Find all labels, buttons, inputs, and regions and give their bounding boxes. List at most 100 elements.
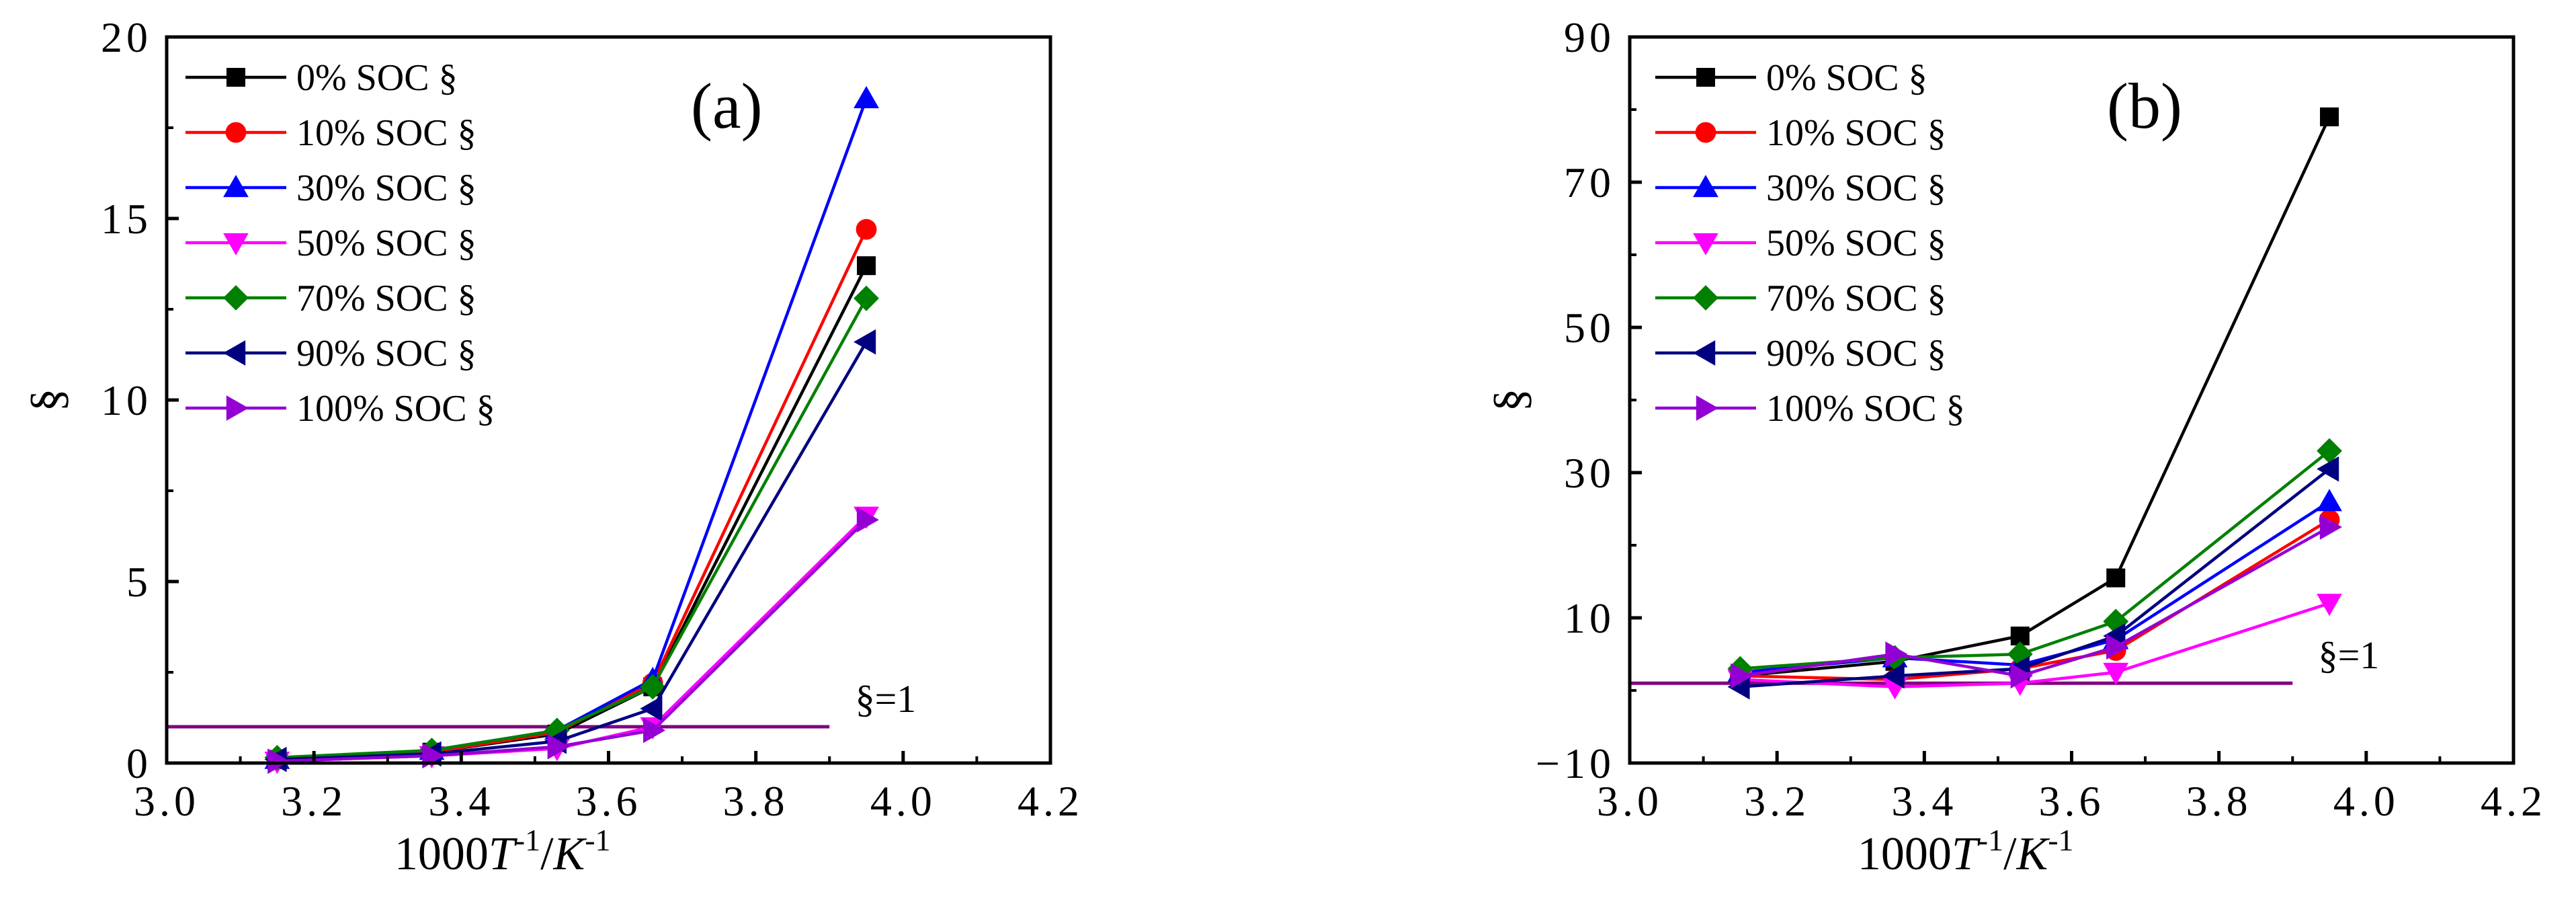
legend-label: 100% SOC § [296,388,495,430]
x-tick-label: 4.2 [1017,777,1083,825]
series-3 [1727,489,2342,682]
series-4 [264,506,879,774]
legend-item: 100% SOC § [1655,388,1965,430]
x-axis-title-part: -1 [515,823,540,857]
series-line [1740,602,2330,688]
legend: 0% SOC § 10% SOC § 30% SOC § 50% SOC § 70% S… [1655,57,1965,430]
legend-item: 70% SOC § [185,278,476,319]
legend-item: 90% SOC § [1655,333,1946,374]
x-axis-title-part: -1 [585,823,610,857]
legend-marker [223,175,249,198]
x-axis-title: 1000T-1/K-1 [1858,823,2074,880]
data-point [640,674,666,700]
legend-label: 30% SOC § [296,167,476,209]
x-tick-label: 3.0 [1597,777,1663,825]
series-line [1740,500,2331,674]
chart-panel-a: §=13.0 3.2 3.4 3.6 3.8 4.0 4.205101520§1000T-1… [22,13,1083,880]
x-tick-label: 4.0 [2333,777,2399,825]
x-tick-label: 4.2 [2481,777,2546,825]
legend-item: 50% SOC § [185,223,476,264]
y-tick-label: 10 [1564,594,1615,642]
data-point [2317,438,2342,464]
y-tick-label: 50 [1564,304,1615,352]
legend-item: 70% SOC § [1655,278,1946,319]
legend-label: 0% SOC § [296,57,458,99]
x-tick-label: 3.4 [428,777,494,825]
legend-item: 30% SOC § [185,167,476,209]
data-point [2106,634,2129,660]
series-6 [1727,456,2339,700]
data-point [854,329,876,355]
y-tick-label: 15 [101,195,152,243]
x-tick-label: 3.8 [723,777,789,825]
legend-marker [226,395,249,421]
x-tick-label: 3.8 [2186,777,2252,825]
legend-label: 100% SOC § [1766,388,1965,430]
x-tick-label: 3.0 [134,777,200,825]
x-tick-label: 3.6 [2039,777,2105,825]
data-point [856,218,877,240]
y-tick-label: 5 [126,558,152,606]
series-line [1740,518,2331,682]
legend-marker [1695,122,1716,143]
legend-item: 10% SOC § [185,112,476,154]
x-tick-label: 3.2 [281,777,347,825]
series-7 [1731,514,2342,689]
x-axis-title-part: 1000 [1858,828,1952,880]
y-tick-label: 0 [126,740,152,787]
legend-marker [223,340,246,366]
legend-marker [1693,285,1718,311]
legend-item: 30% SOC § [1655,167,1946,209]
legend-item: 0% SOC § [185,57,458,99]
legend-item: 50% SOC § [1655,223,1946,264]
y-tick-label: −10 [1536,740,1615,787]
legend-label: 70% SOC § [1766,278,1946,319]
legend-label: 30% SOC § [1766,167,1946,209]
x-tick-label: 3.2 [1744,777,1810,825]
legend-label: 70% SOC § [296,278,476,319]
data-point [2106,568,2126,588]
x-axis-title-part: K [2016,828,2050,880]
legend-item: 0% SOC § [1655,57,1927,99]
y-tick-label: 20 [101,13,152,61]
data-point [547,733,570,760]
legend-marker [225,122,247,143]
y-tick-label: 10 [101,376,152,424]
legend-marker [1696,68,1715,87]
x-axis-title-part: T [489,828,518,880]
legend-marker [1693,175,1718,198]
y-tick-label: 90 [1564,13,1615,61]
legend-marker [223,233,249,255]
series-5 [1727,438,2342,682]
legend: 0% SOC § 10% SOC § 30% SOC § 50% SOC § 70% S… [185,57,495,430]
y-tick-label: 70 [1564,159,1615,206]
data-point [1882,663,1905,689]
data-point [2320,107,2339,126]
legend-marker [1693,233,1718,255]
legend-marker [1696,395,1718,421]
y-axis-title: § [22,389,73,412]
x-axis-title-part: -1 [1978,823,2003,857]
y-axis-title: § [1485,389,1536,412]
legend-label: 50% SOC § [296,223,476,264]
data-point [1885,641,1908,667]
legend-marker [223,285,249,311]
x-axis-title: 1000T-1/K-1 [394,823,611,880]
data-point [854,285,879,311]
data-point [267,748,290,774]
x-tick-label: 3.6 [576,777,642,825]
legend-marker [226,68,245,87]
data-point [854,85,879,108]
legend-label: 90% SOC § [296,333,476,374]
data-point [2317,456,2339,482]
data-point [640,696,663,721]
data-point [544,717,570,744]
data-point [2010,663,2033,689]
series-line [1740,526,2331,678]
x-axis-title-part: -1 [2048,823,2073,857]
data-point [2317,594,2342,616]
legend-item: 10% SOC § [1655,112,1946,154]
x-axis-title-part: T [1952,828,1981,880]
panel-label: (b) [2107,70,2182,142]
